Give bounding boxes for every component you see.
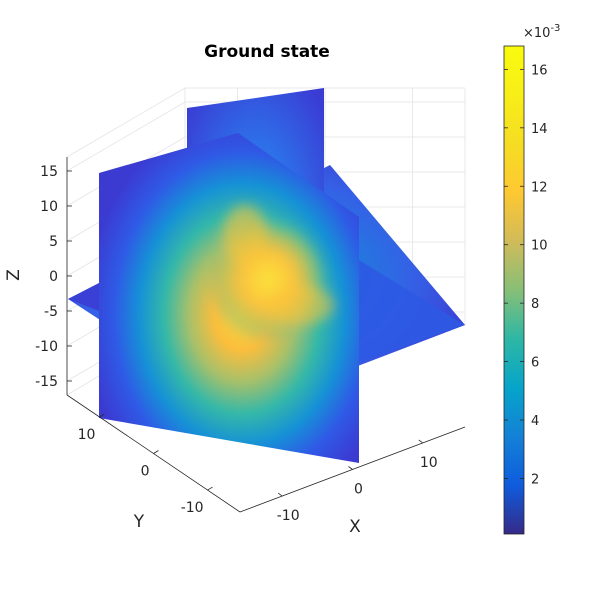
slice-z-front-left — [68, 283, 99, 311]
x-tick-label: 0 — [354, 482, 363, 498]
z-tick-label: 10 — [40, 199, 58, 215]
x-axis-label: X — [349, 517, 361, 537]
y-tick-label: -10 — [181, 500, 204, 516]
x-tick-label: -10 — [277, 508, 300, 524]
x-ticks: -10 0 10 — [277, 439, 438, 524]
y-tick-mark — [207, 486, 213, 491]
z-ticks: 15 10 5 0 -5 -10 -15 — [35, 164, 72, 390]
chart-title: Ground state — [204, 42, 330, 62]
y-tick-label: 10 — [78, 427, 96, 443]
colorbar-exponent-base: ×10 — [523, 26, 550, 41]
colorbar-ticks: 2 4 6 8 10 12 14 16 — [504, 63, 548, 487]
y-tick-mark — [99, 413, 105, 418]
colorbar-tick-label: 8 — [531, 297, 539, 312]
colorbar — [504, 46, 524, 534]
colorbar-exponent-power: -3 — [550, 23, 560, 34]
colorbar-tick-label: 10 — [531, 239, 548, 254]
colorbar-tick-label: 16 — [531, 63, 548, 78]
z-tick-label: 0 — [49, 269, 58, 285]
colorbar-exponent: ×10-3 — [523, 23, 560, 41]
z-gridline — [66, 101, 465, 172]
colorbar-tick-label: 6 — [531, 356, 539, 371]
y-tick-mark — [153, 450, 159, 454]
z-axis-label: Z — [4, 269, 24, 281]
z-tick-label: -15 — [35, 374, 58, 390]
slice-z-front — [359, 260, 465, 362]
x-tick-mark — [277, 492, 283, 497]
z-tick-label: -10 — [35, 339, 58, 355]
y-ticks: 10 0 -10 — [78, 413, 213, 516]
colorbar-tick-label: 2 — [531, 472, 539, 487]
y-tick-label: 0 — [141, 464, 150, 480]
colorbar-tick-label: 14 — [531, 122, 548, 137]
density-peak — [208, 205, 334, 342]
y-axis-label: Y — [133, 512, 145, 532]
z-tick-label: -5 — [44, 304, 58, 320]
x-tick-label: 10 — [420, 455, 438, 471]
x-tick-mark — [348, 466, 353, 470]
x-tick-mark — [418, 439, 424, 444]
colorbar-tick-label: 12 — [531, 180, 548, 195]
colorbar-frame — [503, 45, 525, 535]
z-tick-label: 15 — [40, 164, 58, 180]
colorbar-tick-label: 4 — [531, 414, 539, 429]
z-tick-label: 5 — [49, 234, 58, 250]
